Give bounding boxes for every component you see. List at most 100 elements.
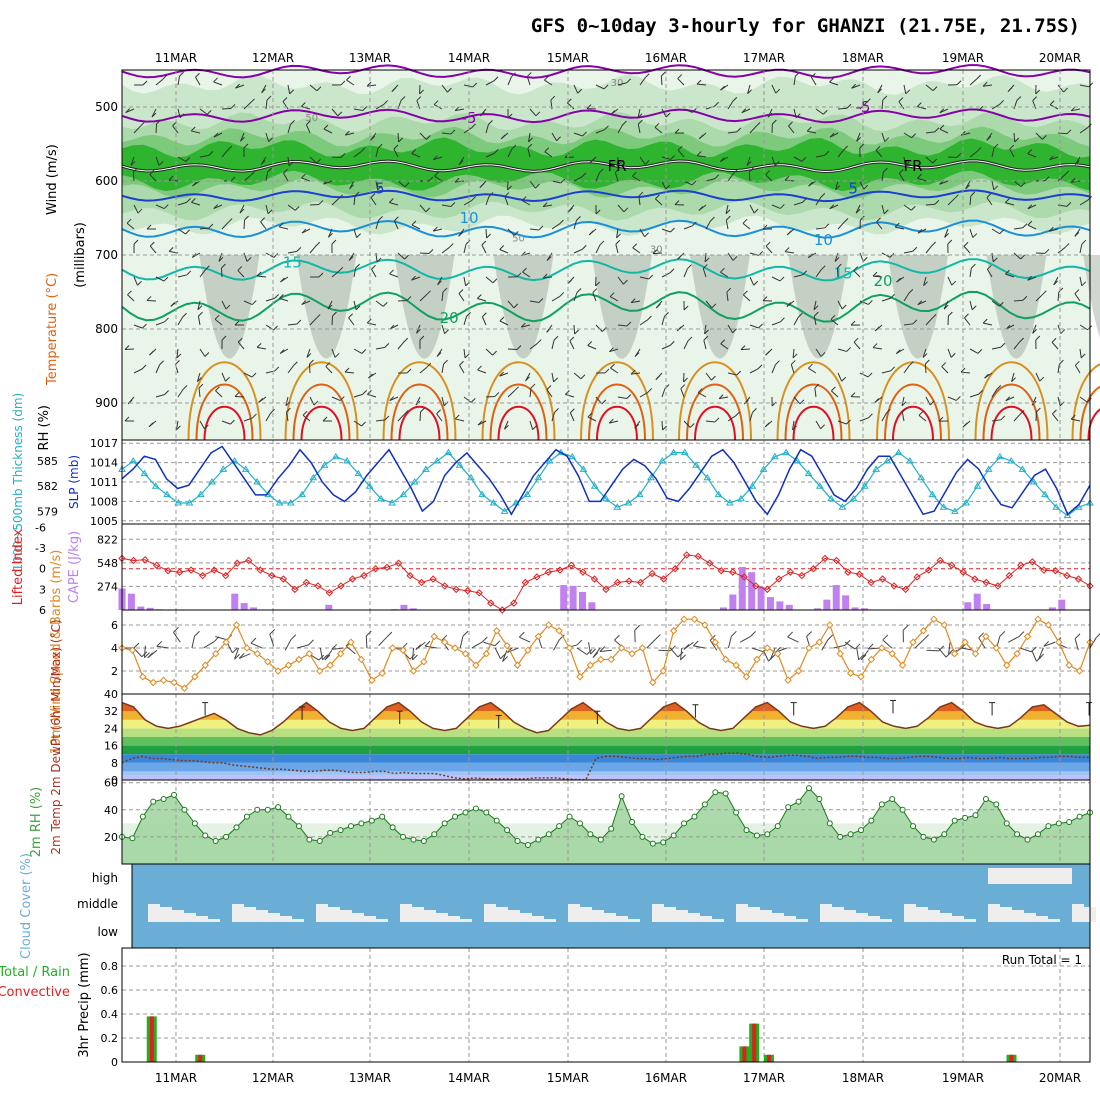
thickness-marker [1018, 465, 1027, 472]
thickness-marker [219, 465, 228, 472]
wind-barb-flag [559, 292, 565, 297]
wind-barb [348, 317, 355, 326]
thickness-marker [613, 503, 622, 510]
wind-barb [749, 252, 759, 256]
wind-barb-flag [972, 233, 978, 238]
cape-bar [832, 585, 840, 610]
wind-barb [991, 252, 994, 262]
wind-speed-marker [513, 661, 522, 669]
wind-barb [859, 180, 865, 190]
wind-barb-10m [770, 647, 776, 660]
mid-cloud-block [196, 916, 208, 922]
wind-barb-flag [500, 134, 506, 140]
wind-barb [814, 388, 817, 398]
wind-barb-flag [720, 85, 725, 91]
rh-marker [1034, 831, 1041, 838]
wind-barb-flag [481, 240, 487, 246]
wind-barb [661, 316, 665, 326]
wind-barb-10m-flag [731, 630, 737, 637]
thickness-marker [286, 499, 295, 506]
wind-barb [551, 296, 561, 302]
rh-tick-label: 60 [104, 777, 118, 790]
wind-barb-flag [296, 247, 302, 252]
wind-barb-flag [736, 370, 742, 376]
wind-barb-flag [340, 153, 346, 158]
bl-temp-loop [284, 361, 359, 441]
cape-bar [785, 604, 793, 610]
wind-barb-flag [853, 266, 859, 271]
wind-barb-flag [799, 399, 805, 405]
wind-barb [705, 420, 716, 423]
wind-barb-flag [703, 335, 709, 341]
wind-barb-flag [185, 229, 190, 235]
mid-cloud-block [784, 916, 796, 922]
wind-barb-10m-flag [322, 654, 328, 661]
wind-barb-flag [604, 368, 610, 374]
wind-barb-flag [164, 390, 169, 395]
wind-barb [309, 203, 320, 206]
freezing-level-contour-inner [121, 160, 1091, 173]
li-marker [464, 587, 472, 595]
wind-barb-flag [856, 136, 861, 142]
wind-barb-flag [383, 100, 389, 105]
wind-barb [876, 221, 883, 230]
wind-barb [901, 412, 905, 422]
wind-barb [815, 197, 822, 206]
wind-barb-flag [831, 386, 836, 392]
thickness-marker [669, 448, 678, 456]
wind-barb-flag [996, 385, 1002, 390]
wind-barb [654, 126, 663, 134]
wind-barb-flag [917, 173, 922, 179]
wind-barb-flag [908, 361, 914, 367]
wind-barb [463, 396, 472, 403]
wind-barb [944, 228, 949, 238]
wind-barb-10m-flag [441, 634, 448, 641]
wind-barb-flag [779, 204, 785, 209]
wind-barb [790, 364, 795, 374]
wind-barb-10m [319, 647, 324, 660]
wind-barb [901, 396, 905, 406]
wind-barb-flag [978, 105, 984, 111]
wind-barb-flag [1036, 407, 1041, 413]
wind-barb-flag [670, 227, 675, 233]
mid-cloud-block [256, 910, 268, 922]
wind-barb [1079, 199, 1088, 206]
wind-barb-flag [377, 185, 382, 191]
wind-barb-10m-flag [500, 653, 506, 660]
wind-barb [301, 300, 311, 306]
wind-barb [615, 244, 619, 254]
wind-barb [283, 172, 289, 182]
wind-barb [191, 130, 201, 134]
high-cloud-block [988, 868, 1000, 884]
rh-marker [1055, 820, 1062, 827]
wind-barb [677, 78, 685, 86]
wind-barb-flag [732, 97, 738, 102]
wind-barb [331, 396, 341, 402]
wind-barb [243, 174, 252, 182]
mid-cloud-block [880, 919, 892, 922]
wind-barb-flag [986, 264, 992, 270]
wind-barb-flag [829, 204, 835, 210]
wind-barb-flag [830, 314, 836, 320]
wind-barb-flag [426, 290, 431, 296]
wind-barb [661, 156, 671, 160]
li-marker [867, 578, 875, 587]
wind-barb-flag [371, 264, 376, 270]
wind-barb-flag [542, 273, 548, 279]
temp-tick-label: 40 [104, 688, 118, 701]
wind-barb [328, 228, 333, 238]
wind-barb [873, 347, 883, 350]
wind-barb-flag [670, 155, 676, 160]
rh-marker [753, 832, 760, 839]
wind-barb [697, 155, 707, 158]
wind-barb [441, 364, 445, 374]
wind-barb-flag [1088, 82, 1094, 88]
wind-barb [742, 222, 751, 230]
li-marker [659, 575, 668, 583]
contour-label: 5 [848, 179, 858, 197]
mid-cloud-block [208, 919, 220, 922]
wind-barb [1035, 294, 1043, 302]
wind-barb [199, 269, 206, 278]
wind-barb [705, 178, 715, 182]
